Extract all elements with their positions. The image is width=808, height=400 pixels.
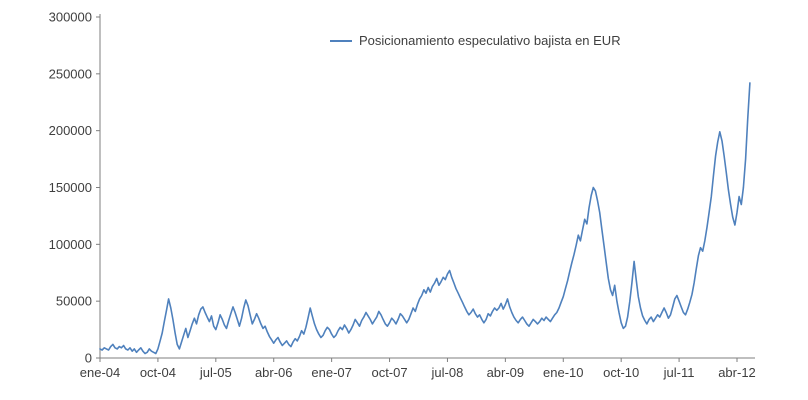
x-tick-label: jul-05 bbox=[199, 365, 232, 380]
chart-legend: Posicionamiento especulativo bajista en … bbox=[330, 33, 621, 48]
y-tick-label: 50000 bbox=[56, 294, 92, 309]
y-tick-label: 300000 bbox=[49, 10, 92, 25]
x-tick-label: jul-08 bbox=[431, 365, 464, 380]
x-tick-label: abr-12 bbox=[718, 365, 756, 380]
x-tick-label: ene-10 bbox=[543, 365, 583, 380]
x-tick-label: abr-06 bbox=[255, 365, 293, 380]
y-tick-label: 200000 bbox=[49, 123, 92, 138]
y-tick-label: 0 bbox=[85, 351, 92, 366]
y-tick-label: 100000 bbox=[49, 237, 92, 252]
y-tick-label: 150000 bbox=[49, 180, 92, 195]
x-tick-label: oct-04 bbox=[140, 365, 176, 380]
x-tick-label: oct-10 bbox=[603, 365, 639, 380]
x-tick-label: oct-07 bbox=[371, 365, 407, 380]
x-tick-label: abr-09 bbox=[487, 365, 525, 380]
x-tick-label: ene-07 bbox=[311, 365, 351, 380]
legend-line-swatch bbox=[330, 39, 352, 42]
x-tick-label: jul-11 bbox=[663, 365, 695, 380]
x-tick-label: ene-04 bbox=[80, 365, 120, 380]
data-line bbox=[99, 82, 751, 355]
y-tick-label: 250000 bbox=[49, 66, 92, 81]
legend-label: Posicionamiento especulativo bajista en … bbox=[359, 33, 621, 48]
